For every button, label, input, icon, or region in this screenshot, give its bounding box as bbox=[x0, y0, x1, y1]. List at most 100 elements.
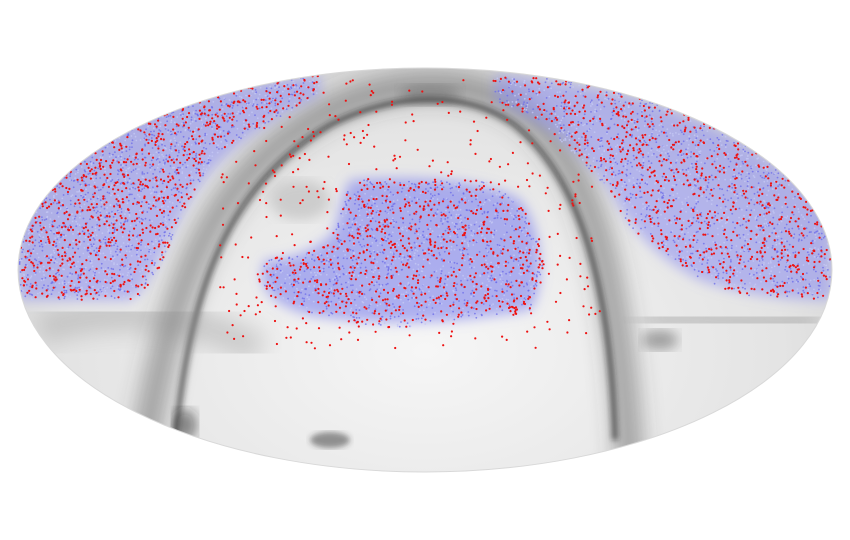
footprint-point bbox=[480, 287, 482, 290]
footprint-point bbox=[118, 137, 121, 140]
footprint-point bbox=[444, 229, 447, 232]
footprint-point bbox=[552, 79, 555, 82]
footprint-point bbox=[451, 318, 454, 321]
footprint-point bbox=[163, 168, 166, 171]
footprint-point bbox=[155, 151, 158, 154]
footprint-point bbox=[177, 217, 180, 220]
footprint-point bbox=[361, 228, 364, 231]
footprint-point bbox=[684, 197, 687, 200]
footprint-point bbox=[392, 200, 395, 202]
overlay-point bbox=[169, 179, 172, 182]
footprint-point bbox=[381, 244, 384, 247]
overlay-point bbox=[30, 252, 33, 255]
footprint-point bbox=[467, 314, 470, 317]
footprint-point bbox=[168, 227, 171, 230]
footprint-point bbox=[742, 148, 745, 151]
footprint-point bbox=[823, 263, 826, 266]
footprint-point bbox=[127, 242, 129, 245]
footprint-point bbox=[606, 161, 609, 164]
footprint-point bbox=[40, 243, 43, 246]
footprint-point bbox=[781, 211, 783, 214]
footprint-point bbox=[142, 218, 144, 221]
overlay-point bbox=[276, 103, 279, 106]
footprint-point bbox=[513, 254, 515, 257]
footprint-point bbox=[76, 294, 79, 296]
footprint-point bbox=[163, 216, 166, 218]
footprint-point bbox=[357, 265, 359, 268]
footprint-point bbox=[35, 284, 38, 287]
footprint-point bbox=[130, 248, 133, 251]
footprint-point bbox=[161, 259, 164, 262]
overlay-point bbox=[92, 297, 95, 300]
footprint-point bbox=[724, 222, 727, 225]
footprint-point bbox=[65, 283, 68, 286]
footprint-point bbox=[424, 275, 427, 277]
footprint-point bbox=[356, 291, 359, 294]
footprint-point bbox=[827, 272, 829, 274]
footprint-point bbox=[262, 124, 264, 126]
footprint-point bbox=[348, 218, 351, 220]
overlay-point bbox=[87, 235, 90, 238]
footprint-point bbox=[818, 288, 820, 291]
footprint-point bbox=[418, 218, 421, 221]
footprint-point bbox=[688, 239, 691, 241]
overlay-point bbox=[115, 219, 118, 222]
footprint-point bbox=[452, 194, 454, 197]
footprint-point bbox=[126, 202, 129, 205]
footprint-point bbox=[788, 243, 791, 246]
footprint-point bbox=[733, 283, 736, 286]
footprint-point bbox=[414, 185, 417, 188]
footprint-point bbox=[93, 200, 95, 203]
footprint-point bbox=[236, 120, 238, 122]
footprint-point bbox=[449, 261, 451, 263]
footprint-point bbox=[429, 319, 432, 322]
footprint-point bbox=[39, 224, 42, 227]
footprint-point bbox=[41, 287, 44, 289]
footprint-point bbox=[408, 214, 411, 216]
footprint-point bbox=[383, 201, 385, 203]
footprint-point bbox=[108, 248, 111, 250]
footprint-point bbox=[538, 271, 541, 274]
footprint-point bbox=[731, 182, 733, 185]
overlay-point bbox=[292, 84, 295, 87]
footprint-point bbox=[77, 247, 80, 250]
overlay-point bbox=[34, 281, 37, 284]
footprint-point bbox=[690, 155, 692, 158]
footprint-point bbox=[139, 212, 142, 214]
footprint-point bbox=[626, 162, 629, 165]
footprint-point bbox=[741, 268, 744, 270]
footprint-point bbox=[700, 161, 703, 164]
footprint-point bbox=[159, 221, 162, 223]
footprint-point bbox=[198, 180, 201, 183]
footprint-point bbox=[603, 105, 606, 108]
footprint-point bbox=[420, 270, 423, 273]
footprint-point bbox=[141, 153, 144, 155]
footprint-point bbox=[740, 173, 743, 176]
footprint-point bbox=[681, 207, 683, 210]
footprint-point bbox=[383, 179, 386, 182]
footprint-point bbox=[754, 283, 757, 286]
footprint-point bbox=[655, 141, 658, 144]
footprint-point bbox=[99, 199, 102, 202]
footprint-point bbox=[583, 123, 586, 126]
overlay-point bbox=[137, 186, 140, 189]
overlay-point bbox=[265, 90, 268, 93]
overlay-point bbox=[102, 197, 105, 200]
footprint-point bbox=[104, 216, 107, 219]
footprint-point bbox=[42, 278, 45, 281]
footprint-point bbox=[732, 175, 734, 178]
overlay-point bbox=[113, 289, 116, 293]
footprint-point bbox=[301, 80, 304, 82]
footprint-point bbox=[108, 152, 111, 155]
footprint-point bbox=[113, 190, 116, 193]
footprint-point bbox=[384, 210, 387, 213]
footprint-point bbox=[32, 266, 35, 269]
footprint-point bbox=[794, 251, 797, 254]
footprint-point bbox=[219, 131, 222, 134]
overlay-point bbox=[65, 186, 68, 190]
footprint-point bbox=[345, 209, 347, 212]
footprint-point bbox=[112, 153, 114, 156]
footprint-point bbox=[616, 93, 619, 96]
footprint-point bbox=[741, 223, 744, 226]
footprint-point bbox=[804, 278, 807, 281]
